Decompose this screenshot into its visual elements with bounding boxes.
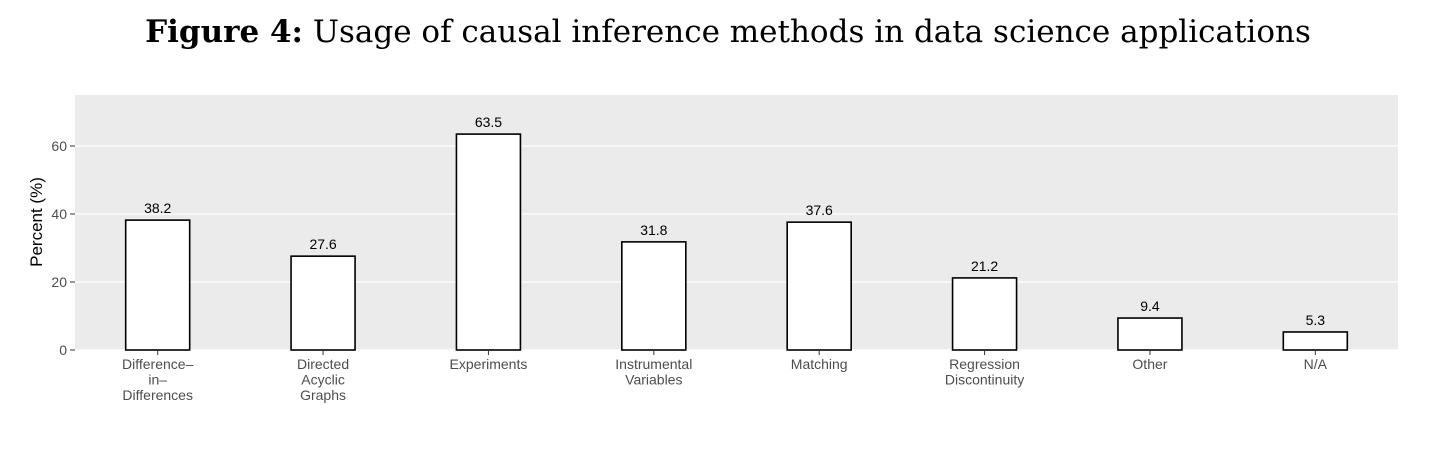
y-axis-label: Percent (%): [27, 177, 46, 267]
x-tick-label-line: Differences: [122, 387, 193, 403]
x-tick-label: N/A: [1304, 356, 1328, 372]
x-tick-label-line: Acyclic: [301, 372, 345, 388]
bar: [951, 277, 1018, 351]
x-tick-label-line: Experiments: [450, 356, 528, 372]
data-label: 63.5: [475, 114, 502, 130]
x-tick-label: Regression Discontinuity: [945, 356, 1024, 388]
x-tick-label-line: Matching: [791, 356, 848, 372]
x-tick-label-line: Directed: [297, 356, 349, 372]
plot-panel: [75, 95, 1398, 350]
x-tick-label-line: in–: [148, 372, 167, 388]
x-tick-label: Experiments: [450, 356, 528, 372]
x-tick-label: Instrumental Variables: [615, 356, 692, 388]
x-tick-label-line: Instrumental: [615, 356, 692, 372]
data-label: 5.3: [1306, 312, 1326, 328]
x-tick-label: Difference– in– Differences: [122, 356, 194, 403]
bar: [455, 133, 522, 351]
x-tick-label: Matching: [791, 356, 848, 372]
bar: [621, 241, 687, 351]
x-tick-label-line: N/A: [1304, 356, 1328, 372]
bar: [786, 221, 852, 351]
x-tick-label-line: Graphs: [300, 387, 346, 403]
x-tick-label-line: Regression: [949, 356, 1020, 372]
data-label: 31.8: [640, 222, 667, 238]
x-tick-label-line: Variables: [625, 372, 682, 388]
figure-caption: Usage of causal inference methods in dat…: [312, 14, 1311, 50]
data-label: 21.2: [971, 258, 998, 274]
y-tick-label: 0: [59, 342, 67, 358]
data-label: 37.6: [806, 202, 833, 218]
data-label: 27.6: [309, 236, 336, 252]
x-tick-label-line: Discontinuity: [945, 372, 1024, 388]
y-tick-label: 40: [51, 206, 67, 222]
figure-title: Figure 4: Usage of causal inference meth…: [0, 14, 1456, 50]
bar: [124, 219, 191, 351]
data-label: 9.4: [1140, 298, 1160, 314]
figure-label: Figure 4:: [145, 14, 303, 50]
bar: [290, 255, 356, 351]
x-tick-label-line: Difference–: [122, 356, 194, 372]
y-tick-label: 20: [51, 274, 67, 290]
data-label: 38.2: [144, 200, 171, 216]
y-tick-label: 60: [51, 138, 67, 154]
x-tick-label-line: Other: [1132, 356, 1167, 372]
bar: [1282, 331, 1349, 351]
bar: [1117, 317, 1183, 351]
x-tick-label: Other: [1132, 356, 1167, 372]
x-tick-label: Directed Acyclic Graphs: [297, 356, 349, 403]
